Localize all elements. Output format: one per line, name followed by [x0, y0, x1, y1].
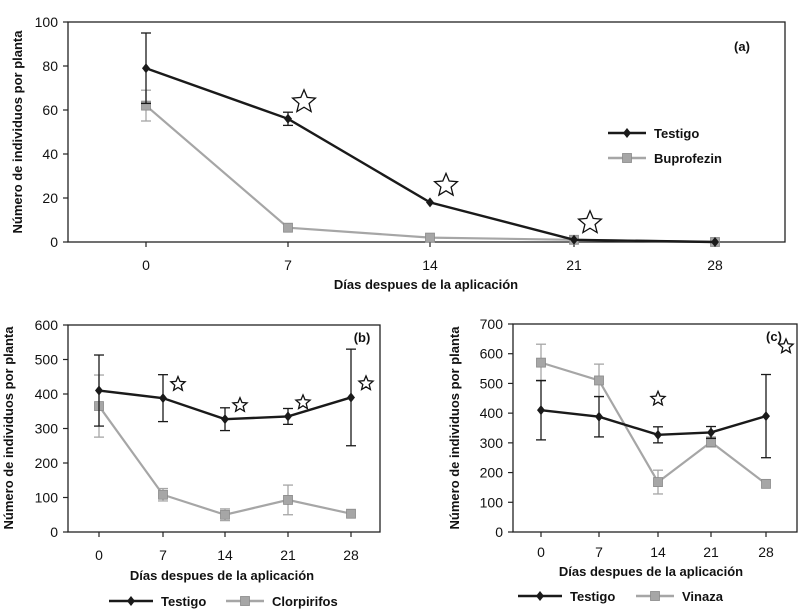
data-point — [142, 63, 150, 74]
data-point — [220, 509, 230, 520]
significance-star-icon — [576, 209, 604, 234]
data-point — [570, 234, 578, 245]
data-point — [346, 508, 356, 519]
y-axis-title: Número de individuos por planta — [10, 30, 25, 234]
x-tick-label: 28 — [758, 544, 774, 560]
y-tick-label: 700 — [480, 316, 504, 332]
significance-star-icon — [777, 337, 795, 354]
chart-panel-c: 0 100 200 300 400 500 600 700 0 7 14 21 28 Días despu… — [447, 316, 798, 604]
panel-label: (a) — [734, 39, 750, 54]
x-tick-label: 28 — [707, 257, 723, 273]
data-point — [537, 405, 545, 416]
legend-label-buprofezin: Buprofezin — [654, 151, 722, 166]
legend-label-testigo: Testigo — [161, 594, 206, 609]
y-tick-label: 600 — [35, 317, 59, 333]
data-point — [595, 411, 603, 422]
chart-panel-b: 0 100 200 300 400 500 600 0 7 14 21 28 Días despues … — [1, 317, 381, 609]
x-tick-label: 21 — [566, 257, 582, 273]
x-tick-label: 28 — [343, 547, 359, 563]
x-axis-title: Días despues de la aplicación — [334, 277, 518, 292]
significance-star-icon — [649, 389, 667, 407]
legend-swatch-marker — [623, 128, 631, 138]
y-tick-label: 0 — [495, 524, 503, 540]
y-tick-label: 200 — [480, 465, 504, 481]
y-tick-label: 20 — [42, 190, 58, 206]
data-point — [221, 414, 229, 425]
legend-swatch-marker — [240, 596, 250, 606]
data-point — [654, 429, 662, 440]
panel-label: (b) — [354, 330, 371, 345]
significance-star-icon — [169, 374, 187, 392]
data-point — [283, 495, 293, 505]
y-tick-label: 100 — [35, 14, 59, 30]
y-tick-label: 0 — [50, 524, 58, 540]
data-point — [426, 197, 434, 208]
x-tick-label: 0 — [537, 544, 545, 560]
significance-star-icon — [432, 171, 460, 197]
x-tick-label: 14 — [422, 257, 438, 273]
legend-label-testigo: Testigo — [570, 589, 615, 604]
data-point — [594, 375, 604, 386]
x-tick-label: 21 — [703, 544, 719, 560]
data-point — [425, 232, 435, 243]
data-point — [283, 222, 293, 233]
plot-frame — [512, 323, 798, 533]
legend-swatch-marker — [127, 596, 135, 606]
panel-label: (c) — [766, 329, 782, 344]
data-point — [707, 427, 715, 438]
series-line-vinaza — [540, 361, 767, 485]
y-tick-label: 500 — [480, 375, 504, 391]
data-point — [536, 357, 546, 368]
legend-swatch-marker — [536, 591, 544, 601]
x-axis-title: Días despues de la aplicación — [559, 564, 743, 579]
x-axis-title: Días despues de la aplicación — [130, 568, 314, 583]
significance-star-icon — [231, 396, 249, 413]
data-point — [762, 411, 770, 422]
data-point — [284, 411, 292, 422]
data-point — [284, 113, 292, 124]
x-tick-label: 7 — [595, 544, 603, 560]
y-tick-label: 500 — [35, 352, 59, 368]
legend-label-vinaza: Vinaza — [682, 589, 724, 604]
data-point — [95, 385, 103, 396]
series-line-buprofezin — [145, 104, 716, 244]
legend-swatch-marker — [622, 153, 632, 163]
chart-panel-a: 0 20 40 60 80 100 0 7 14 21 28 Días despues de la a… — [10, 14, 786, 292]
y-axis-title: Número de individuos por planta — [447, 326, 462, 530]
legend-label-testigo: Testigo — [654, 126, 699, 141]
y-tick-label: 400 — [480, 405, 504, 421]
x-tick-label: 14 — [217, 547, 233, 563]
y-tick-label: 100 — [35, 490, 59, 506]
x-tick-label: 0 — [142, 257, 150, 273]
x-tick-label: 7 — [284, 257, 292, 273]
legend-label-clorpirifos: Clorpirifos — [272, 594, 338, 609]
y-tick-label: 0 — [50, 234, 58, 250]
significance-star-icon — [290, 88, 318, 113]
y-tick-label: 400 — [35, 386, 59, 402]
y-tick-label: 300 — [35, 421, 59, 437]
x-tick-label: 21 — [280, 547, 296, 563]
x-tick-label: 14 — [650, 544, 666, 560]
data-point — [653, 477, 663, 487]
significance-star-icon — [357, 374, 375, 391]
y-tick-label: 40 — [42, 146, 58, 162]
data-point — [711, 237, 719, 247]
y-tick-label: 600 — [480, 346, 504, 362]
series-line-testigo — [540, 408, 767, 437]
y-axis-title: Número de individuos por planta — [1, 326, 16, 530]
significance-star-icon — [294, 393, 312, 410]
data-point — [159, 393, 167, 404]
data-point — [347, 392, 355, 403]
y-tick-label: 60 — [42, 102, 58, 118]
data-point — [761, 478, 771, 489]
y-tick-label: 100 — [480, 494, 504, 510]
y-tick-label: 200 — [35, 455, 59, 471]
x-tick-label: 0 — [95, 547, 103, 563]
data-point — [158, 489, 168, 500]
y-tick-label: 80 — [42, 58, 58, 74]
legend-swatch-marker — [650, 591, 660, 601]
y-tick-label: 300 — [480, 435, 504, 451]
x-tick-label: 7 — [159, 547, 167, 563]
